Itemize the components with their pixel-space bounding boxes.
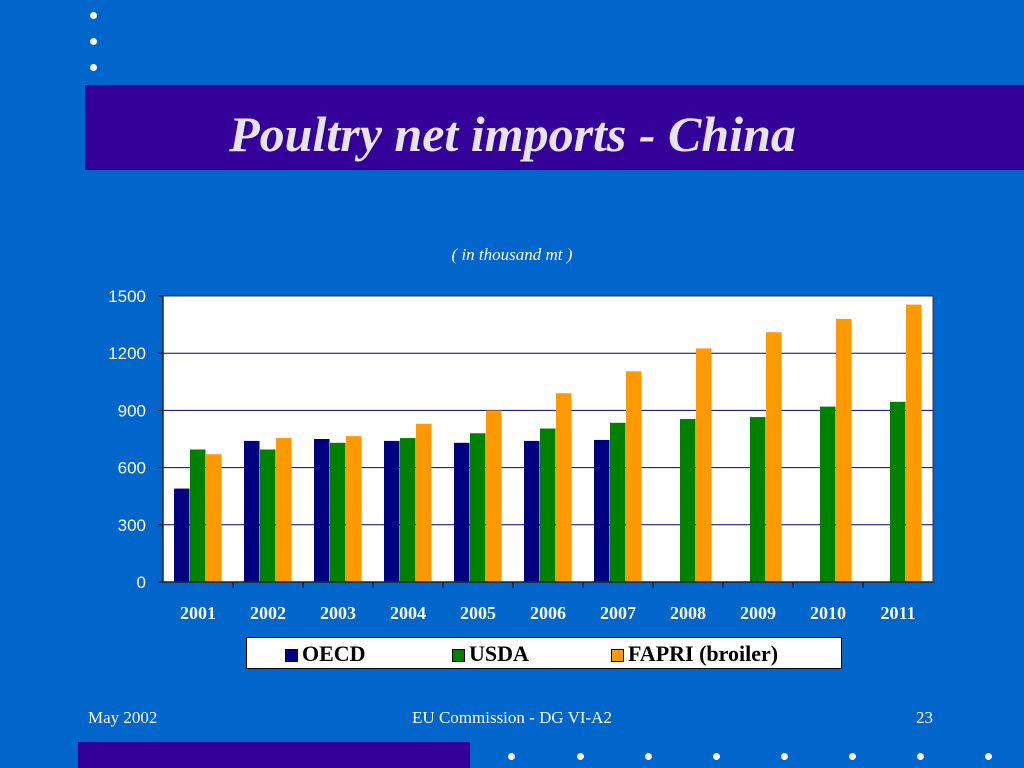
legend-label-usda: USDA	[469, 641, 529, 666]
title-band: Poultry net imports - China	[85, 85, 1024, 170]
x-tick-label: 2003	[320, 603, 356, 623]
bar	[454, 442, 470, 582]
x-tick-label: 2004	[390, 603, 426, 623]
decorative-dot	[917, 753, 924, 760]
bar	[174, 488, 190, 582]
bar	[346, 436, 362, 582]
legend-swatch-usda	[452, 649, 465, 662]
bar	[820, 406, 836, 582]
bar	[276, 438, 292, 582]
bottom-band	[78, 742, 470, 768]
chart-legend: OECD USDA FAPRI (broiler)	[246, 637, 842, 669]
bar	[314, 439, 330, 582]
legend-label-fapri: FAPRI (broiler)	[628, 641, 779, 666]
bar	[540, 428, 556, 582]
decorative-dot	[985, 753, 992, 760]
x-tick-label: 2010	[810, 603, 846, 623]
bar	[190, 449, 206, 582]
x-tick-label: 2002	[250, 603, 286, 623]
bar	[750, 417, 766, 582]
y-tick-label: 300	[118, 516, 146, 535]
decorative-dot	[508, 753, 515, 760]
slide-title: Poultry net imports - China	[229, 106, 796, 162]
footer-date: May 2002	[88, 708, 158, 727]
bar	[766, 332, 782, 582]
bar	[556, 393, 572, 582]
footer-organization: EU Commission - DG VI-A2	[412, 708, 612, 727]
x-tick-label: 2006	[530, 603, 566, 623]
x-tick-label: 2008	[670, 603, 706, 623]
bar	[594, 439, 610, 582]
decorative-dot	[645, 753, 652, 760]
bar	[384, 440, 400, 582]
y-tick-label: 1500	[108, 287, 146, 306]
x-tick-label: 2011	[880, 603, 915, 623]
bar	[610, 422, 626, 582]
decorative-dot	[849, 753, 856, 760]
bar	[680, 418, 696, 582]
bar	[330, 442, 346, 582]
y-tick-label: 1200	[108, 344, 146, 363]
decorative-dot	[577, 753, 584, 760]
x-tick-label: 2001	[180, 603, 216, 623]
legend-swatch-oecd	[285, 649, 298, 662]
bar	[260, 449, 276, 582]
plot-border	[162, 295, 934, 583]
bar	[890, 401, 906, 582]
y-tick-label: 900	[118, 401, 146, 420]
y-tick-label: 0	[137, 573, 146, 592]
decorative-dot	[713, 753, 720, 760]
decorative-dot	[781, 753, 788, 760]
bar	[486, 410, 502, 582]
bar	[626, 371, 642, 582]
bar	[470, 433, 486, 582]
y-tick-label: 600	[118, 459, 146, 478]
bar	[206, 454, 222, 582]
bar	[836, 318, 852, 582]
bar	[524, 440, 540, 582]
x-tick-label: 2005	[460, 603, 496, 623]
page-number: 23	[916, 708, 933, 727]
legend-label-oecd: OECD	[302, 641, 366, 666]
legend-swatch-fapri	[611, 649, 624, 662]
bar	[416, 423, 432, 582]
x-tick-label: 2009	[740, 603, 776, 623]
chart-subtitle: ( in thousand mt )	[451, 245, 573, 264]
bar	[400, 438, 416, 582]
bar	[244, 440, 260, 582]
bar	[906, 304, 922, 582]
x-tick-label: 2007	[600, 603, 636, 623]
bar	[696, 348, 712, 582]
